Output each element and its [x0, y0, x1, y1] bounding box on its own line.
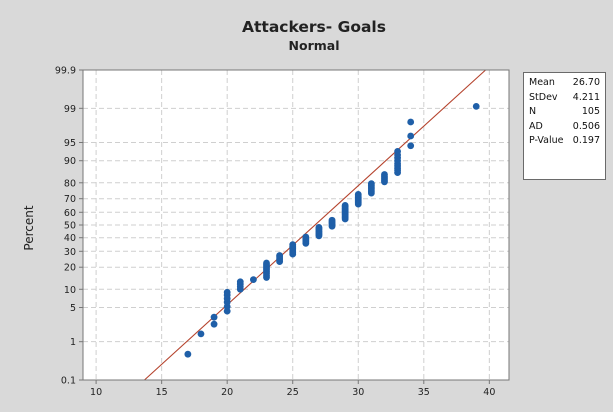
data-point: [341, 202, 349, 209]
chart-subtitle: Normal: [289, 38, 340, 53]
y-tick-label: 5: [70, 303, 76, 314]
data-point: [302, 233, 310, 241]
x-tick-label: 10: [90, 387, 102, 398]
data-point: [289, 241, 297, 248]
data-point: [210, 320, 218, 328]
y-tick-label: 30: [64, 247, 76, 258]
y-tick-label: 60: [64, 208, 76, 219]
data-point: [354, 191, 362, 198]
data-point: [407, 118, 415, 126]
x-axis: 10 15 20 25 30 35 40: [90, 380, 495, 398]
stat-row-mean: Mean 26.70: [529, 76, 600, 91]
data-point: [210, 313, 218, 321]
y-tick-label: 99: [64, 104, 76, 115]
x-tick-label: 15: [156, 387, 168, 398]
y-tick-label: 70: [64, 194, 76, 205]
data-point: [315, 223, 323, 231]
fitted-line: [144, 69, 486, 381]
data-point: [236, 278, 244, 286]
data-point: [276, 252, 284, 259]
x-tick-label: 25: [287, 387, 299, 398]
y-tick-label: 20: [64, 263, 76, 274]
y-tick-label: 10: [64, 285, 76, 296]
y-tick-label: 50: [64, 221, 76, 232]
data-point: [328, 216, 336, 224]
stat-value: 4.211: [572, 91, 600, 103]
chart-title: Attackers- Goals: [242, 18, 386, 36]
x-tick-label: 30: [352, 387, 364, 398]
y-tick-label: 80: [64, 178, 76, 189]
x-tick-label: 40: [483, 387, 495, 398]
stat-label: P-Value: [529, 135, 564, 147]
y-axis-label: Percent: [22, 205, 36, 250]
y-tick-label: 0.1: [61, 376, 76, 387]
data-point: [263, 259, 270, 267]
stat-label: AD: [529, 120, 543, 132]
y-tick-label: 90: [64, 156, 76, 167]
stat-row-p-value: P-Value 0.197: [529, 134, 600, 149]
data-point: [407, 132, 415, 140]
data-point: [223, 288, 231, 296]
y-tick-label: 40: [64, 233, 76, 244]
data-point: [472, 102, 480, 110]
stat-row-ad: AD 0.506: [529, 120, 600, 135]
data-point: [381, 171, 388, 178]
stat-row-stdev: StDev 4.211: [529, 91, 600, 106]
y-tick-label: 99.9: [55, 66, 76, 77]
stat-value: 0.197: [572, 135, 600, 147]
stat-row-n: N 105: [529, 105, 600, 120]
stat-value: 0.506: [572, 120, 600, 132]
y-tick-label: 95: [64, 138, 76, 149]
data-point: [250, 276, 257, 284]
y-tick-label: 1: [70, 337, 76, 348]
stat-label: N: [529, 106, 537, 118]
data-point: [197, 330, 205, 338]
data-point: [367, 180, 375, 188]
stat-label: StDev: [529, 91, 558, 103]
stat-label: Mean: [529, 77, 555, 88]
stat-value: 26.70: [572, 77, 600, 88]
x-tick-label: 35: [418, 387, 430, 398]
data-point: [407, 142, 415, 150]
data-points: [184, 102, 480, 358]
x-tick-label: 20: [221, 387, 233, 398]
data-point: [394, 147, 401, 155]
data-point: [184, 350, 192, 358]
gridlines: [83, 70, 509, 380]
statistics-table: Mean 26.70 StDev 4.211 N 105 AD 0.506 P-Value 0.1…: [523, 72, 606, 180]
stat-value: 105: [581, 106, 600, 118]
